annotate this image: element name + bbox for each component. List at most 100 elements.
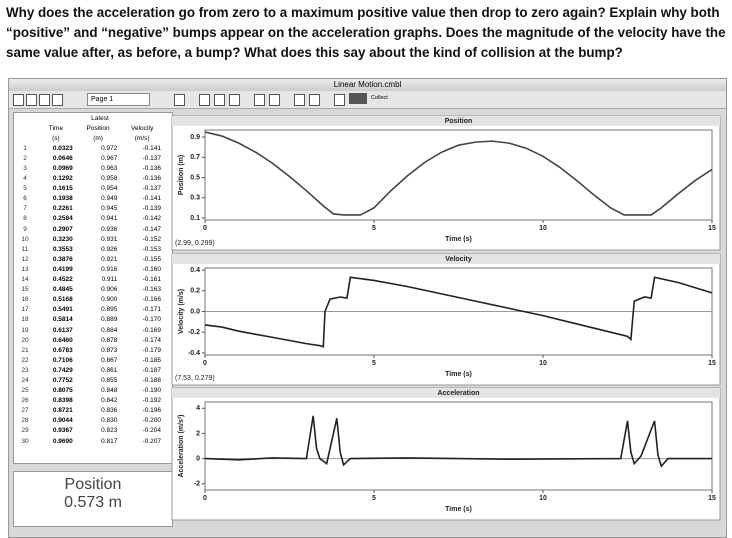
panel <box>171 387 721 521</box>
stats-button[interactable] <box>294 94 305 106</box>
table-row: 13 0.4199 0.916 -0.160 <box>14 264 164 274</box>
cell: -0.147 <box>142 225 161 233</box>
cell: 0.967 <box>101 154 118 162</box>
cell: 0.931 <box>101 235 118 243</box>
page-select[interactable]: Page 1 <box>87 93 150 106</box>
cell: -0.200 <box>142 417 161 425</box>
cell: 0.9367 <box>52 427 73 435</box>
y-tick-label: 0.7 <box>190 154 200 161</box>
cell: 0.5168 <box>52 296 73 304</box>
table-row: 26 0.8398 0.842 -0.192 <box>14 396 164 406</box>
row-number: 15 <box>21 286 29 294</box>
x-axis-label: Time (s) <box>445 506 472 513</box>
cell: 0.954 <box>101 185 118 193</box>
graph-title: Velocity <box>445 256 472 263</box>
row-number: 26 <box>21 397 29 405</box>
y-tick-label: 0.3 <box>190 195 200 202</box>
cell: 0.4845 <box>52 286 73 294</box>
collect-button[interactable]: Collect <box>371 95 388 101</box>
table-row: 8 0.2584 0.941 -0.142 <box>14 214 164 224</box>
cell: -0.141 <box>142 144 161 152</box>
row-number: 19 <box>21 326 29 334</box>
new-button[interactable] <box>13 94 24 106</box>
cell: 0.6783 <box>52 346 73 354</box>
y-axis-label: Position (m) <box>178 155 185 195</box>
tangent-button[interactable] <box>269 94 280 106</box>
cell: -0.188 <box>142 376 161 384</box>
table-row: 7 0.2261 0.945 -0.139 <box>14 204 164 214</box>
zoom-out-button[interactable] <box>229 94 240 106</box>
row-number: 18 <box>21 316 29 324</box>
row-number: 12 <box>21 255 29 263</box>
cell: 0.895 <box>101 306 118 314</box>
panel-title-bar <box>172 254 720 264</box>
row-number: 3 <box>23 165 27 173</box>
cell: -0.185 <box>142 356 161 364</box>
row-number: 17 <box>21 306 29 314</box>
cell: 0.7752 <box>52 376 73 384</box>
row-number: 14 <box>21 276 29 284</box>
meter-label: Position <box>64 476 122 493</box>
cell: 0.2584 <box>52 215 73 223</box>
cell: 0.911 <box>101 276 118 284</box>
cell: -0.171 <box>142 306 161 314</box>
y-tick-label: 0.9 <box>190 134 200 141</box>
cell: 0.861 <box>101 366 118 374</box>
row-number: 6 <box>23 195 27 203</box>
row-number: 13 <box>21 265 29 273</box>
cell: 0.6137 <box>52 326 73 334</box>
print-button[interactable] <box>52 94 63 106</box>
meter-button[interactable] <box>334 94 345 106</box>
meter-value: 0.573 m <box>64 494 122 511</box>
x-tick-label: 15 <box>708 360 716 367</box>
y-tick-label: 0.4 <box>190 267 200 274</box>
cell: -0.187 <box>142 366 161 374</box>
graph-button[interactable] <box>199 94 210 106</box>
cell: -0.190 <box>142 387 161 395</box>
row-number: 7 <box>23 205 27 213</box>
cell: 0.900 <box>101 296 118 304</box>
row-number: 4 <box>23 175 27 183</box>
open-button[interactable] <box>26 94 37 106</box>
integral-button[interactable] <box>309 94 320 106</box>
cell: -0.160 <box>142 265 161 273</box>
x-tick-label: 5 <box>372 360 376 367</box>
cell: 0.3553 <box>52 245 73 253</box>
table-row: 6 0.1938 0.949 -0.141 <box>14 194 164 204</box>
y-tick-label: 4 <box>196 405 200 412</box>
table-row: 16 0.5168 0.900 -0.166 <box>14 295 164 305</box>
cell: 0.867 <box>101 356 118 364</box>
y-tick-label: -0.2 <box>188 329 200 336</box>
cell: -0.141 <box>142 195 161 203</box>
fit-button[interactable] <box>254 94 265 106</box>
cell: -0.136 <box>142 165 161 173</box>
table-row: 27 0.8721 0.836 -0.196 <box>14 406 164 416</box>
cell: 0.4199 <box>52 265 73 273</box>
table-row: 28 0.9044 0.830 -0.200 <box>14 416 164 426</box>
cell: 0.906 <box>101 286 118 294</box>
y-tick-label: -0.4 <box>188 350 200 357</box>
panel-title-bar <box>172 116 720 126</box>
row-number: 21 <box>21 346 29 354</box>
table-row: 21 0.6783 0.873 -0.179 <box>14 345 164 355</box>
cell: 0.958 <box>101 175 118 183</box>
cell: -0.169 <box>142 326 161 334</box>
cell: 0.889 <box>101 316 118 324</box>
cell: -0.161 <box>142 276 161 284</box>
row-number: 25 <box>21 387 29 395</box>
cell: 0.9044 <box>52 417 73 425</box>
cell: 0.830 <box>101 417 118 425</box>
x-axis-label: Time (s) <box>445 371 472 378</box>
cell: 0.949 <box>101 195 118 203</box>
table-row: 17 0.5491 0.895 -0.171 <box>14 305 164 315</box>
cell: 0.7106 <box>52 356 73 364</box>
table-button[interactable] <box>174 94 185 106</box>
collect-icon[interactable] <box>349 93 367 104</box>
cell: -0.166 <box>142 296 161 304</box>
cell: 0.6460 <box>52 336 73 344</box>
table-row: 29 0.9367 0.823 -0.204 <box>14 426 164 436</box>
zoom-button[interactable] <box>214 94 225 106</box>
save-button[interactable] <box>39 94 50 106</box>
x-tick-label: 5 <box>372 495 376 502</box>
